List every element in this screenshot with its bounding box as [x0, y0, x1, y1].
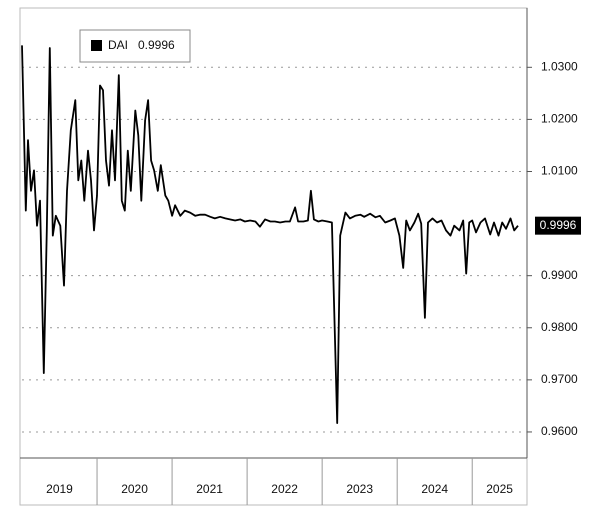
last-value-label: 0.9996: [540, 218, 577, 232]
price-line: [21, 45, 519, 424]
x-tick-label: 2021: [196, 482, 223, 496]
legend-label: DAI: [108, 38, 128, 52]
last-value-box: [535, 216, 581, 235]
x-tick-label: 2019: [46, 482, 73, 496]
x-tick-label: 2023: [346, 482, 373, 496]
plot-frame: [19, 7, 528, 506]
x-tick-label: 2020: [121, 482, 148, 496]
legend-value: 0.9996: [138, 38, 175, 52]
y-tick-label: 0.9700: [541, 372, 578, 386]
y-tick-label: 0.9900: [541, 268, 578, 282]
y-tick-label: 0.9800: [541, 320, 578, 334]
y-tick-label: 1.0200: [541, 112, 578, 126]
y-tick-label: 1.0300: [541, 59, 578, 73]
legend: DAI 0.9996: [79, 29, 191, 63]
x-tick-label: 2025: [486, 482, 513, 496]
y-tick-label: 1.0100: [541, 164, 578, 178]
x-tick-label: 2024: [421, 482, 448, 496]
legend-swatch: [91, 40, 102, 51]
x-tick-label: 2022: [271, 482, 298, 496]
y-tick-label: 0.9600: [541, 424, 578, 438]
